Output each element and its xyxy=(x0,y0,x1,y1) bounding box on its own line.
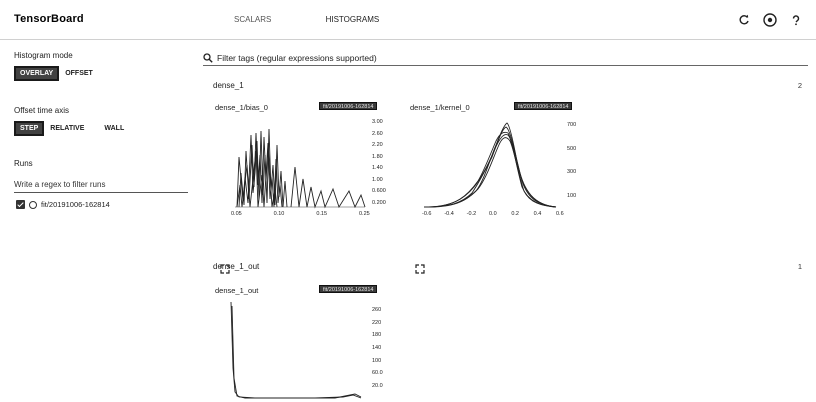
app-brand: TensorBoard xyxy=(14,13,84,25)
run-chip: fit/20191006-162814 xyxy=(319,285,378,293)
y-tick-label: 500 xyxy=(567,145,577,152)
y-tick-label: 260 xyxy=(372,307,382,313)
runs-filter-input[interactable]: Write a regex to filter runs xyxy=(14,180,188,193)
section-title-dense-1[interactable]: dense_1 xyxy=(213,81,244,90)
y-tick-label: 0.600 xyxy=(372,188,386,195)
x-tick-label: 0.2 xyxy=(511,211,519,217)
y-tick-label: 0.200 xyxy=(372,200,386,206)
histogram-card-kernel: dense_1/kernel_0 fit/20191006-162814 700… xyxy=(410,102,598,274)
main-panel: Filter tags (regular expressions support… xyxy=(203,40,816,402)
y-tick-label: 2.60 xyxy=(372,130,383,137)
tag-filter[interactable]: Filter tags (regular expressions support… xyxy=(203,50,808,66)
card-title: dense_1/kernel_0 xyxy=(410,103,470,112)
x-tick-label: 0.4 xyxy=(533,211,542,217)
y-tick-label: 1.80 xyxy=(372,153,383,160)
help-icon[interactable] xyxy=(790,14,802,26)
histogram-mode-overlay[interactable]: OVERLAY xyxy=(14,65,60,81)
y-tick-label: 180 xyxy=(372,332,382,339)
x-tick-label: 0.25 xyxy=(359,211,370,217)
x-tick-label: 0.0 xyxy=(489,211,497,217)
x-tick-label: -0.2 xyxy=(466,211,477,217)
run-color-dot[interactable] xyxy=(29,200,37,209)
tag-filter-placeholder: Filter tags (regular expressions support… xyxy=(217,52,377,63)
y-tick-label: 140 xyxy=(372,345,382,351)
y-tick-label: 1.40 xyxy=(372,165,383,172)
x-tick-label: 0.15 xyxy=(316,211,328,217)
histogram-mode-label: Histogram mode xyxy=(14,51,73,60)
run-chip: fit/20191006-162814 xyxy=(514,102,573,110)
y-tick-label: 100 xyxy=(372,357,382,364)
run-item[interactable]: fit/20191006-162814 xyxy=(16,200,110,209)
section-count-dense-1: 2 xyxy=(797,81,802,90)
top-app-bar: TensorBoard SCALARS HISTOGRAMS xyxy=(0,0,816,40)
x-tick-label: 0.05 xyxy=(231,211,242,217)
histogram-plot-kernel xyxy=(423,122,557,208)
section-title-dense-1-out[interactable]: dense_1_out xyxy=(213,262,260,271)
nav-tab-histograms[interactable]: HISTOGRAMS xyxy=(325,15,380,24)
refresh-icon[interactable] xyxy=(738,14,750,26)
run-name: fit/20191006-162814 xyxy=(41,200,110,209)
y-tick-label: 300 xyxy=(567,169,577,176)
top-actions xyxy=(738,12,802,28)
run-chip: fit/20191006-162814 xyxy=(319,102,378,110)
offset-axis-wall[interactable]: WALL xyxy=(104,124,125,132)
offset-axis-step[interactable]: STEP xyxy=(14,120,45,136)
y-tick-label: 100 xyxy=(567,193,577,199)
offset-axis-toggle: STEP RELATIVE WALL xyxy=(14,120,130,136)
nav-tab-scalars[interactable]: SCALARS xyxy=(234,15,272,24)
y-tick-label: 20.0 xyxy=(372,383,383,389)
y-tick-label: 3.00 xyxy=(372,119,383,125)
search-icon xyxy=(203,52,213,63)
card-title: dense_1_out xyxy=(215,286,259,295)
y-tick-label: 1.00 xyxy=(372,176,383,183)
histogram-card-out: dense_1_out fit/20191006-162814 260 220 18… xyxy=(215,285,403,402)
y-tick-label: 2.20 xyxy=(372,142,383,149)
histogram-card-bias: dense_1/bias_0 fit/20191006-162814 3.00 2… xyxy=(215,102,403,274)
fullscreen-icon[interactable] xyxy=(415,264,425,274)
y-tick-label: 700 xyxy=(567,122,577,128)
run-checkbox[interactable] xyxy=(16,200,25,209)
x-tick-label: -0.4 xyxy=(444,211,454,217)
offset-axis-relative[interactable]: RELATIVE xyxy=(50,124,85,132)
x-tick-label: 0.6 xyxy=(556,211,564,217)
histogram-plot-out xyxy=(230,301,362,399)
fullscreen-icon[interactable] xyxy=(220,264,230,274)
x-tick-label: -0.6 xyxy=(422,211,432,217)
top-nav: SCALARS HISTOGRAMS xyxy=(234,15,379,24)
settings-icon[interactable] xyxy=(762,12,778,28)
y-tick-label: 60.0 xyxy=(372,370,383,377)
sidebar: Histogram mode OVERLAY OFFSET Offset tim… xyxy=(0,40,195,402)
x-tick-label: 0.10 xyxy=(273,211,285,217)
histogram-mode-toggle: OVERLAY OFFSET xyxy=(14,65,99,81)
histogram-mode-offset[interactable]: OFFSET xyxy=(65,69,93,77)
section-count-dense-1-out: 1 xyxy=(797,262,802,271)
runs-label: Runs xyxy=(14,159,33,168)
histogram-plot-bias xyxy=(235,128,366,209)
card-title: dense_1/bias_0 xyxy=(215,103,268,112)
y-tick-label: 220 xyxy=(372,319,382,326)
offset-axis-label: Offset time axis xyxy=(14,106,69,115)
